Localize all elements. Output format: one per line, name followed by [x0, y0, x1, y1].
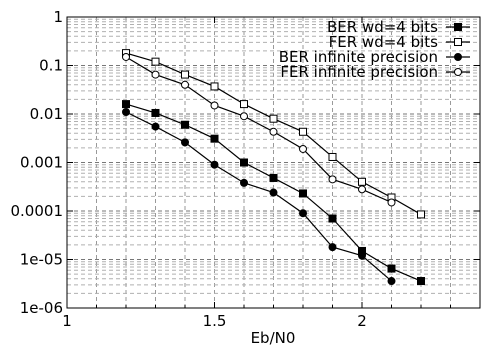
y-tick-label: 0.1: [39, 57, 63, 75]
data-point: [181, 80, 189, 89]
series-0: [122, 100, 425, 286]
data-point: [181, 120, 189, 129]
data-point: [181, 70, 189, 79]
data-point: [151, 108, 160, 117]
data-point: [240, 178, 248, 187]
data-point: [151, 57, 160, 66]
data-point: [358, 251, 366, 260]
legend-marker: [454, 53, 462, 61]
data-point: [210, 101, 219, 110]
data-point: [417, 210, 425, 219]
data-point: [387, 277, 396, 286]
y-tick-label: 1e-06: [20, 299, 63, 317]
data-point: [269, 173, 278, 182]
series-line: [125, 111, 392, 282]
legend-marker: [454, 38, 462, 46]
data-point: [210, 82, 219, 91]
data-point: [328, 152, 337, 161]
x-tick-label: 2: [357, 312, 367, 330]
series-3: [122, 52, 396, 207]
series-group: [122, 49, 425, 286]
axis-ticks: 1 1.5 2 1 0.1 0.01 0.001 0.0001 1e-05 1e-06: [11, 8, 480, 330]
legend-label: FER wd=4 bits: [329, 33, 439, 51]
data-point: [269, 127, 278, 136]
y-tick-label: 0.001: [20, 154, 63, 172]
data-point: [358, 177, 366, 186]
data-point: [299, 127, 307, 136]
y-tick-label: 1: [53, 8, 63, 26]
x-tick-label: 1: [62, 312, 72, 330]
series-line: [125, 56, 392, 204]
x-axis-title: Eb/N0: [251, 329, 296, 347]
data-point: [151, 122, 160, 131]
data-point: [387, 198, 396, 207]
y-tick-label: 1e-05: [20, 251, 63, 269]
legend-item: BER infinite precision: [279, 48, 470, 66]
series-2: [122, 107, 396, 286]
data-point: [181, 138, 189, 147]
data-point: [122, 107, 130, 116]
y-tick-label: 0.0001: [11, 202, 64, 220]
data-point: [417, 277, 425, 286]
legend-label: BER infinite precision: [279, 48, 438, 66]
legend-marker: [454, 23, 462, 31]
data-point: [269, 188, 278, 197]
legend-item: BER wd=4 bits: [327, 18, 470, 36]
legend-label: FER infinite precision: [280, 63, 438, 81]
data-point: [328, 243, 337, 252]
legend-label: BER wd=4 bits: [327, 18, 438, 36]
data-point: [240, 100, 248, 109]
data-point: [328, 214, 337, 223]
data-point: [299, 189, 307, 198]
x-tick-label: 1.5: [203, 312, 227, 330]
data-point: [122, 100, 130, 109]
data-point: [269, 114, 278, 123]
data-point: [151, 70, 160, 79]
data-point: [328, 175, 337, 184]
data-point: [299, 144, 307, 153]
data-point: [387, 264, 396, 273]
data-point: [210, 160, 219, 169]
legend-marker: [454, 68, 462, 76]
data-point: [210, 134, 219, 143]
data-point: [122, 52, 130, 61]
data-point: [240, 158, 248, 167]
data-point: [358, 185, 366, 194]
data-point: [299, 209, 307, 218]
y-tick-label: 0.01: [30, 105, 63, 123]
data-point: [240, 112, 248, 121]
legend-item: FER wd=4 bits: [329, 33, 470, 51]
legend-item: FER infinite precision: [280, 63, 470, 81]
